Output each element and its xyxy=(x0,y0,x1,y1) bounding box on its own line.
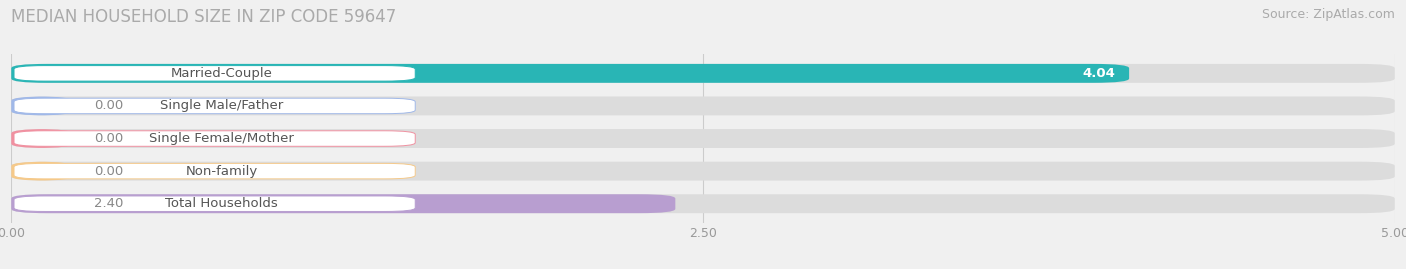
FancyBboxPatch shape xyxy=(11,64,1129,83)
Text: 2.40: 2.40 xyxy=(94,197,124,210)
Text: 0.00: 0.00 xyxy=(94,165,124,178)
FancyBboxPatch shape xyxy=(14,196,415,211)
Text: 0.00: 0.00 xyxy=(94,100,124,112)
FancyBboxPatch shape xyxy=(11,129,72,148)
Text: Single Male/Father: Single Male/Father xyxy=(160,100,283,112)
FancyBboxPatch shape xyxy=(11,162,72,180)
FancyBboxPatch shape xyxy=(14,131,415,146)
FancyBboxPatch shape xyxy=(11,129,1395,148)
Text: 4.04: 4.04 xyxy=(1083,67,1115,80)
FancyBboxPatch shape xyxy=(11,194,1395,213)
FancyBboxPatch shape xyxy=(11,162,1395,180)
FancyBboxPatch shape xyxy=(14,163,415,179)
Text: Non-family: Non-family xyxy=(186,165,257,178)
FancyBboxPatch shape xyxy=(11,97,1395,115)
FancyBboxPatch shape xyxy=(14,66,415,81)
FancyBboxPatch shape xyxy=(11,97,72,115)
Text: Single Female/Mother: Single Female/Mother xyxy=(149,132,294,145)
FancyBboxPatch shape xyxy=(11,194,675,213)
FancyBboxPatch shape xyxy=(14,98,415,114)
Text: Married-Couple: Married-Couple xyxy=(170,67,273,80)
Text: Source: ZipAtlas.com: Source: ZipAtlas.com xyxy=(1261,8,1395,21)
FancyBboxPatch shape xyxy=(11,64,1395,83)
Text: Total Households: Total Households xyxy=(165,197,278,210)
Text: MEDIAN HOUSEHOLD SIZE IN ZIP CODE 59647: MEDIAN HOUSEHOLD SIZE IN ZIP CODE 59647 xyxy=(11,8,396,26)
Text: 0.00: 0.00 xyxy=(94,132,124,145)
